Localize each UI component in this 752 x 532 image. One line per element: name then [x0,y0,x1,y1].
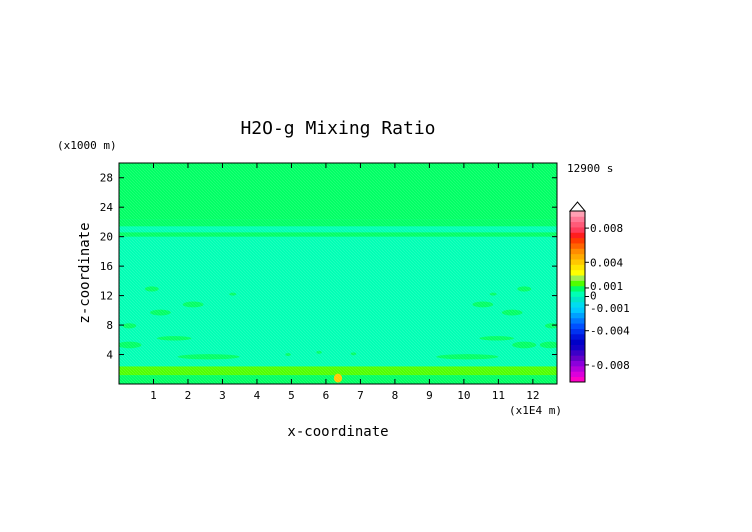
colorbar-swatch [570,237,585,244]
y-tick-label: 16 [100,260,113,273]
colorbar-label: 0 [590,290,597,303]
colorbar-swatch [570,360,585,367]
x-axis: 1 2 3 4 5 6 7 8 9 10 11 12 [150,163,539,402]
colorbar-swatch [570,232,585,239]
x-tick-label: 10 [457,389,470,402]
colorbar-swatch [570,301,585,308]
x-tick-label: 5 [288,389,295,402]
colorbar-swatch [570,248,585,255]
plot-frame [118,162,558,385]
colorbar-swatch [570,291,585,297]
field-texture [119,163,557,384]
colorbar-swatch [570,312,585,319]
colorbar-swatch [570,333,585,340]
y-axis-label: z-coordinate [77,222,93,323]
x-axis-unit: (x1E4 m) [509,404,562,417]
y-tick-label: 24 [100,201,114,214]
colorbar-swatch [570,227,585,233]
colorbar-swatch [570,285,585,292]
y-tick-label: 8 [106,319,113,332]
colorbar-swatch [570,253,585,260]
colorbar-label: 0.004 [590,256,623,269]
x-tick-label: 6 [323,389,330,402]
colorbar-swatch [570,344,585,351]
colorbar-swatch [570,221,585,228]
x-tick-label: 9 [426,389,433,402]
x-tick-label: 8 [392,389,399,402]
colorbar-swatch [570,317,585,324]
colorbar-swatch [570,269,585,276]
colorbar-label: -0.008 [590,359,630,372]
colorbar-swatch [570,296,585,303]
x-tick-label: 11 [492,389,505,402]
y-axis: 4 8 12 16 20 24 28 [100,172,557,362]
x-tick-label: 7 [357,389,364,402]
colorbar-swatch [570,211,585,217]
colorbar-label: 0.008 [590,222,623,235]
colorbar-swatch [570,355,585,362]
colorbar-swatch [570,323,585,329]
colorbar-swatch [570,328,585,335]
colorbar-label: -0.004 [590,325,630,338]
colorbar-swatch [570,280,585,287]
colorbar-swatch [570,376,585,383]
colorbar-swatch [570,275,585,281]
x-tick-label: 12 [526,389,539,402]
colorbar-overflow-triangle [568,201,587,212]
colorbar-swatch [570,264,585,271]
x-axis-label: x-coordinate [287,424,388,440]
x-tick-label: 2 [185,389,192,402]
colorbar-label: 0.001 [590,280,623,293]
y-tick-label: 12 [100,290,113,303]
x-tick-label: 4 [254,389,261,402]
y-tick-label: 20 [100,231,113,244]
colorbar-swatch [570,243,585,249]
y-tick-label: 28 [100,172,113,185]
colorbar-swatch [570,259,585,265]
y-tick-label: 4 [106,349,113,362]
colorbar-swatch [570,216,585,223]
colorbar-swatch [570,371,585,378]
x-tick-label: 3 [219,389,226,402]
x-tick-label: 1 [150,389,157,402]
colorbar-swatch [570,365,585,372]
colorbar-label: -0.001 [590,302,630,315]
chart-title: H2O-g Mixing Ratio [240,118,435,139]
time-label: 12900 s [567,162,613,175]
colorbar-swatch [570,339,585,345]
colorbar-swatch [570,307,585,313]
y-axis-unit: (x1000 m) [57,139,117,152]
colorbar-swatch [570,349,585,356]
